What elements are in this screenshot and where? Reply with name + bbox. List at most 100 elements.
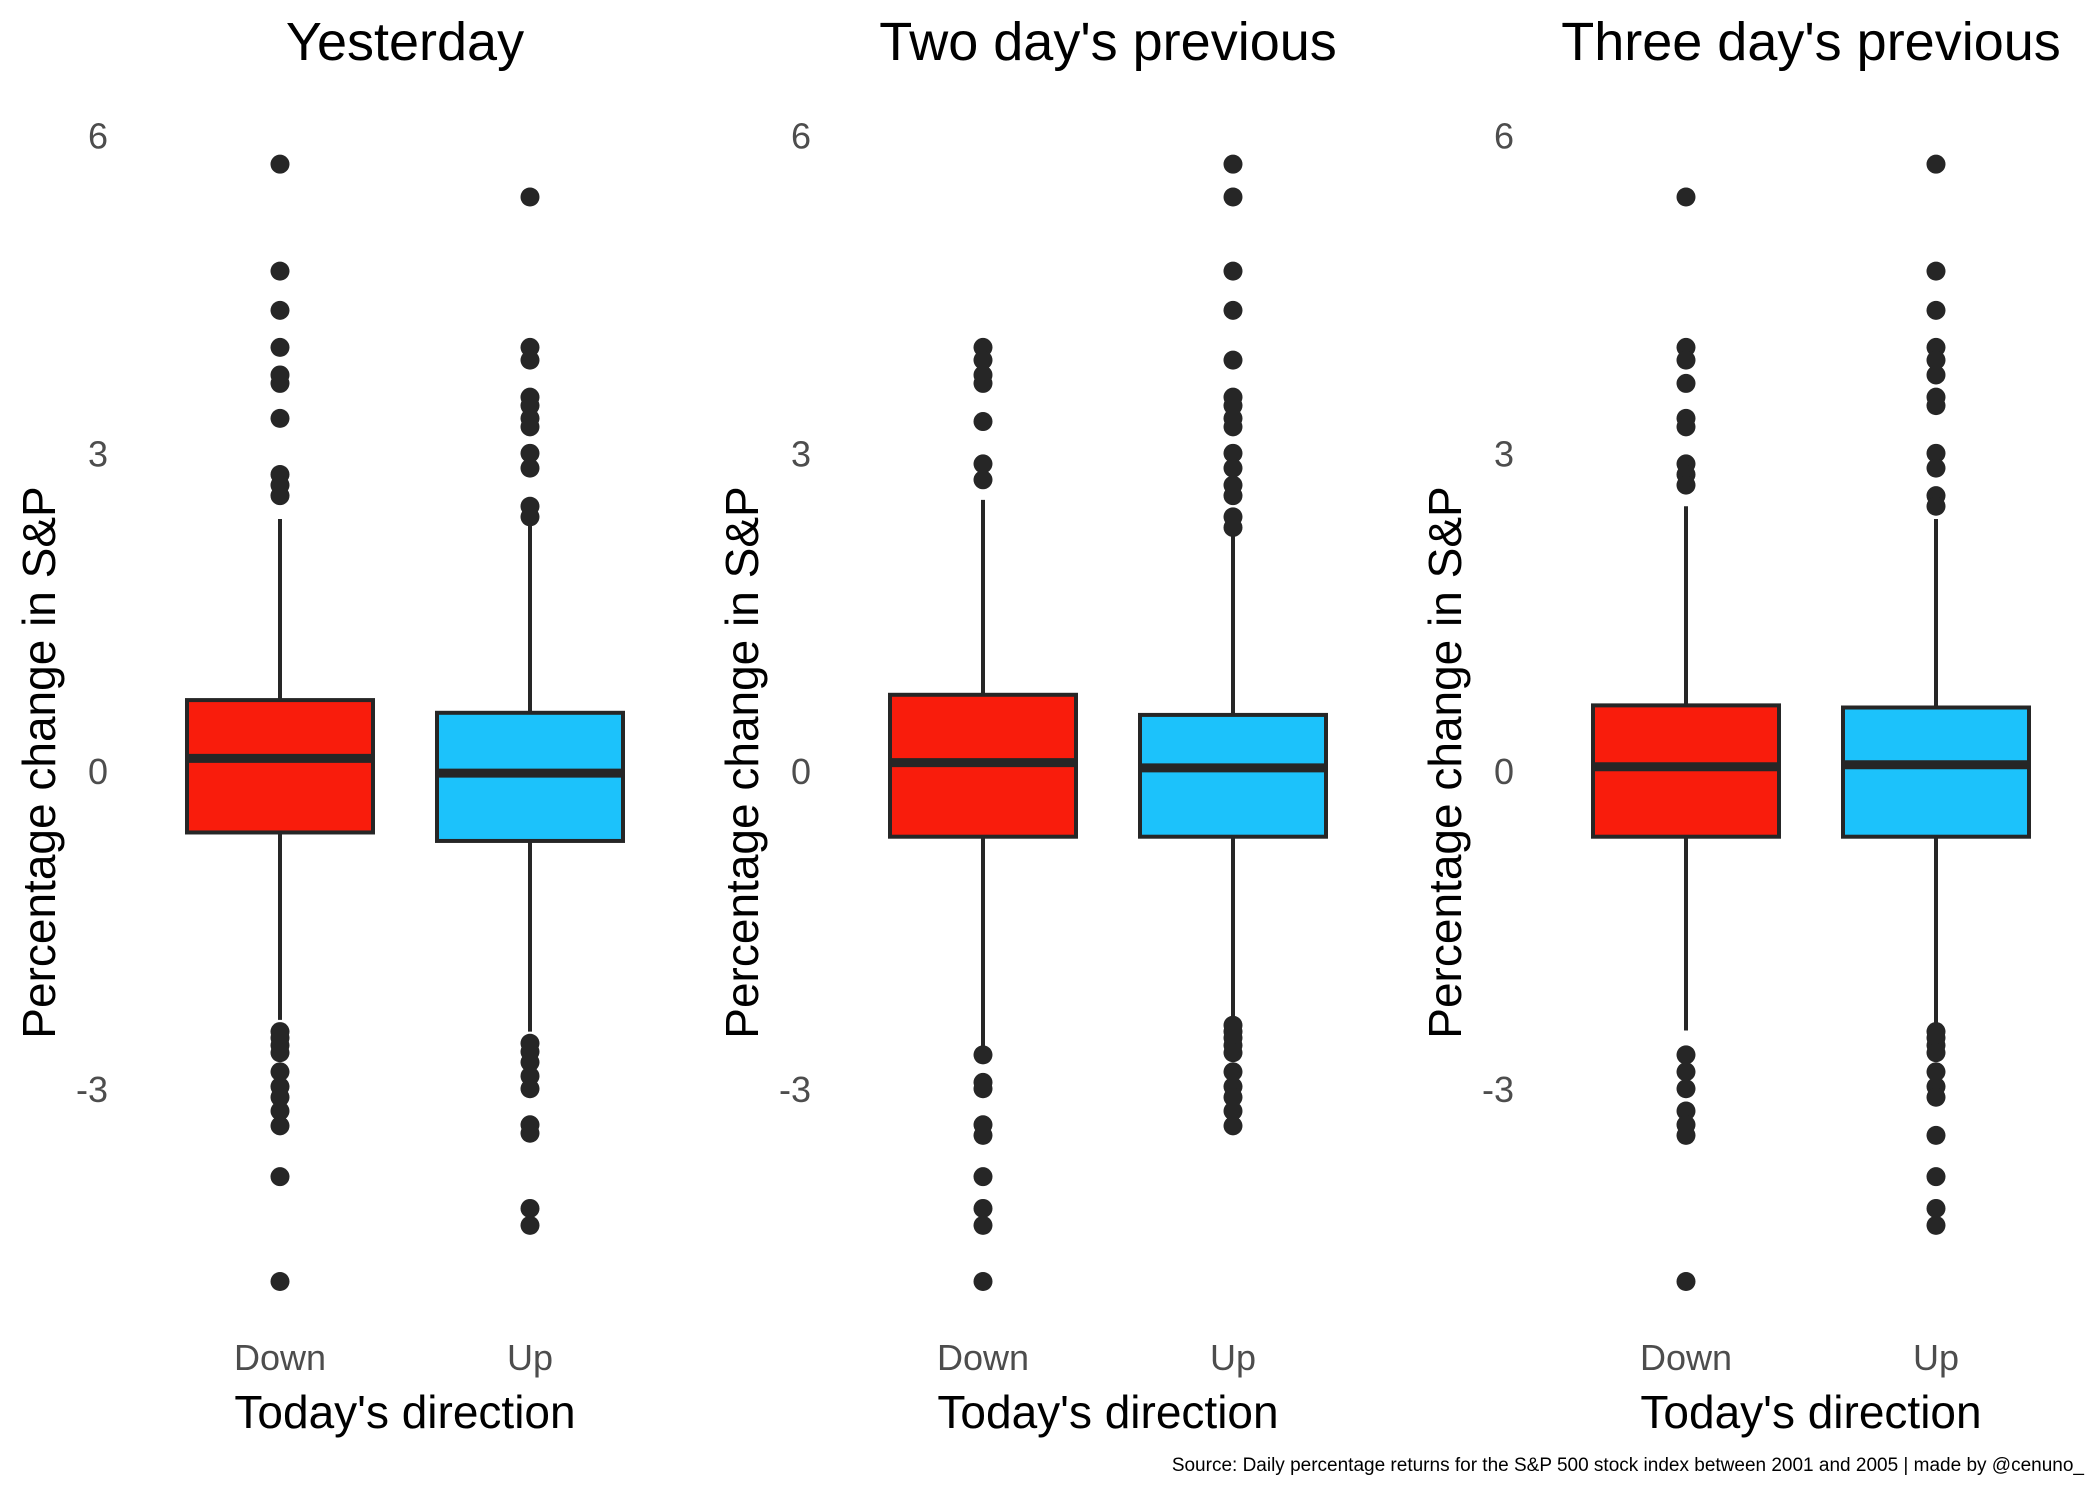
outlier-point (1676, 1045, 1696, 1065)
outlier-point (520, 1052, 540, 1072)
box-up (1841, 154, 2031, 1235)
outlier-point (1926, 350, 1946, 370)
outlier-point (1926, 1043, 1946, 1063)
outlier-point (520, 187, 540, 207)
outlier-point (1223, 443, 1243, 463)
y-tick-label: 3 (791, 433, 811, 474)
outlier-point (1223, 517, 1243, 537)
y-tick-label: -3 (76, 1069, 108, 1110)
outlier-point (1926, 1198, 1946, 1218)
x-axis-title: Today's direction (1640, 1386, 1981, 1438)
x-axis-title: Today's direction (234, 1386, 575, 1438)
outlier-point (1926, 261, 1946, 281)
outlier-point (973, 1125, 993, 1145)
chart-panel: Two day's previous Percentage change in S… (716, 12, 1337, 1438)
y-tick-label: 3 (1494, 433, 1514, 474)
outlier-point (973, 454, 993, 474)
outlier-point (520, 507, 540, 527)
box-down (1591, 187, 1781, 1292)
iqr-box (185, 698, 375, 835)
outlier-point (1223, 417, 1243, 437)
outlier-point (973, 1198, 993, 1218)
outlier-point (270, 1167, 290, 1187)
outlier-point (270, 1116, 290, 1136)
y-tick-label: 0 (88, 751, 108, 792)
chart-panel: Three day's previous Percentage change in… (1419, 12, 2061, 1438)
outlier-point (1926, 365, 1946, 385)
iqr-box (1841, 705, 2031, 839)
outlier-point (1223, 350, 1243, 370)
panel-title: Three day's previous (1561, 12, 2061, 72)
outlier-point (1223, 1101, 1243, 1121)
outlier-point (270, 300, 290, 320)
outlier-point (270, 408, 290, 428)
y-axis-title: Percentage change in S&P (716, 486, 768, 1038)
box-up (435, 187, 625, 1235)
outlier-point (1676, 1125, 1696, 1145)
outlier-point (973, 1272, 993, 1292)
outlier-point (520, 1123, 540, 1143)
y-tick-label: -3 (1482, 1069, 1514, 1110)
outlier-point (270, 1087, 290, 1107)
x-tick-label: Down (234, 1337, 326, 1378)
outlier-point (1676, 1101, 1696, 1121)
outlier-point (1676, 187, 1696, 207)
outlier-point (1926, 300, 1946, 320)
outlier-point (1926, 1167, 1946, 1187)
y-tick-label: 6 (791, 116, 811, 157)
outlier-point (1676, 373, 1696, 393)
outlier-point (973, 1167, 993, 1187)
outlier-point (520, 458, 540, 478)
outlier-point (1676, 417, 1696, 437)
y-tick-label: 0 (791, 751, 811, 792)
outlier-point (1676, 475, 1696, 495)
outlier-point (973, 470, 993, 490)
outlier-point (520, 443, 540, 463)
panel-title: Yesterday (286, 12, 524, 72)
outlier-point (520, 1198, 540, 1218)
outlier-point (1223, 261, 1243, 281)
outlier-point (1223, 187, 1243, 207)
source-caption: Source: Daily percentage returns for the… (1172, 1455, 2085, 1476)
outlier-point (1926, 1125, 1946, 1145)
y-tick-label: 6 (88, 116, 108, 157)
outlier-point (1926, 1215, 1946, 1235)
outlier-point (270, 373, 290, 393)
outlier-point (520, 350, 540, 370)
outlier-point (270, 337, 290, 357)
x-tick-label: Down (1640, 1337, 1732, 1378)
outlier-point (973, 1045, 993, 1065)
outlier-point (973, 412, 993, 432)
outlier-point (1223, 300, 1243, 320)
y-tick-label: 0 (1494, 751, 1514, 792)
outlier-point (1926, 443, 1946, 463)
chart-panel: Yesterday Percentage change in S&P -3 0 3 6 To… (13, 12, 625, 1438)
outlier-point (973, 350, 993, 370)
outlier-point (1926, 396, 1946, 416)
outlier-point (270, 486, 290, 506)
outlier-point (270, 1062, 290, 1082)
outlier-point (1926, 154, 1946, 174)
outlier-point (1223, 1087, 1243, 1107)
x-axis-title: Today's direction (937, 1386, 1278, 1438)
chart-panels: Yesterday Percentage change in S&P -3 0 3 6 To… (13, 12, 2061, 1438)
outlier-point (973, 1079, 993, 1099)
outlier-point (1223, 1062, 1243, 1082)
outlier-point (270, 261, 290, 281)
outlier-point (270, 1272, 290, 1292)
outlier-point (520, 1215, 540, 1235)
outlier-point (973, 373, 993, 393)
iqr-box (1138, 712, 1328, 839)
panel-title: Two day's previous (879, 12, 1337, 72)
outlier-point (270, 1101, 290, 1121)
y-tick-label: 3 (88, 433, 108, 474)
x-tick-label: Down (937, 1337, 1029, 1378)
y-axis-title: Percentage change in S&P (1419, 486, 1471, 1038)
y-tick-label: 6 (1494, 116, 1514, 157)
outlier-point (1223, 486, 1243, 506)
box-up (1138, 154, 1328, 1136)
outlier-point (1676, 1272, 1696, 1292)
outlier-point (973, 1215, 993, 1235)
outlier-point (1223, 458, 1243, 478)
